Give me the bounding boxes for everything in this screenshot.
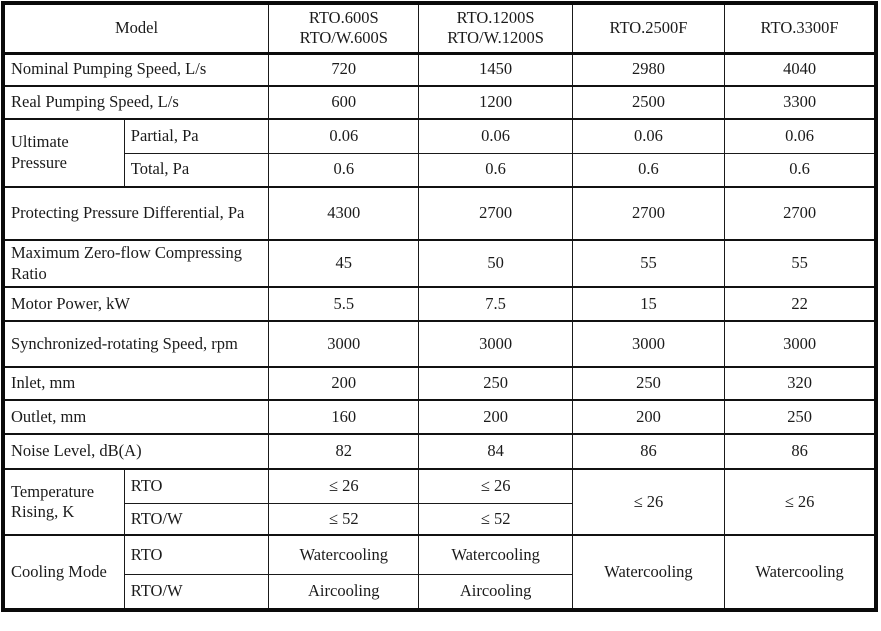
cell-value: 0.06: [418, 118, 573, 154]
table-row-temp-rising-rtow: RTO/W ≤ 52 ≤ 52: [3, 502, 876, 536]
sub-row-label: Partial, Pa: [123, 118, 270, 154]
table-row-sync-speed: Synchronized-rotating Speed, rpm 3000 30…: [2, 320, 877, 368]
row-label: Outlet, mm: [2, 399, 270, 435]
cell-value: 250: [571, 366, 726, 401]
row-label: Maximum Zero-flow Compressing Ratio: [2, 238, 270, 288]
table-row-ultimate-partial: Ultimate Pressure Partial, Pa 0.06 0.06 …: [2, 118, 877, 188]
cell-value: 3000: [268, 320, 420, 368]
cell-value-merged: ≤ 26: [724, 468, 877, 536]
column-header-rto2500: RTO.2500F: [571, 2, 726, 55]
cell-value-merged: Watercooling: [571, 534, 726, 611]
table-row-motor-power: Motor Power, kW 5.5 7.5 15 22: [2, 286, 877, 322]
cell-value: Watercooling: [268, 534, 420, 575]
cell-value: 200: [268, 366, 420, 401]
cell-value: 0.06: [571, 118, 726, 154]
cell-value: 3300: [724, 85, 877, 120]
cell-value: 2700: [724, 186, 877, 241]
cell-value: 1450: [418, 52, 573, 87]
cell-value: 84: [418, 433, 573, 470]
table-row-cooling-rto: Cooling Mode RTO Watercooling Watercooli…: [2, 534, 877, 611]
cell-value-merged: Watercooling: [724, 534, 877, 611]
cell-value: ≤ 26: [418, 468, 573, 504]
cell-value: 86: [724, 433, 877, 470]
cell-value: 200: [571, 399, 726, 435]
cell-value: 7.5: [418, 286, 573, 322]
column-header-rto1200: RTO.1200S RTO/W.1200S: [418, 2, 573, 55]
cell-value: 3000: [418, 320, 573, 368]
cell-value: ≤ 52: [268, 502, 420, 536]
cell-value: Aircooling: [418, 573, 573, 611]
cell-value: 160: [268, 399, 420, 435]
row-label: Inlet, mm: [2, 366, 270, 401]
row-group-label-temperature-rising: Temperature Rising, K: [2, 468, 125, 536]
row-group-label-cooling-mode: Cooling Mode: [2, 534, 125, 611]
cell-value: 0.06: [268, 118, 420, 154]
table-row-inlet: Inlet, mm 200 250 250 320: [2, 366, 877, 401]
row-label: Real Pumping Speed, L/s: [2, 85, 270, 120]
row-label: Nominal Pumping Speed, L/s: [2, 52, 270, 87]
cell-value: 250: [418, 366, 573, 401]
cell-value: 0.6: [268, 152, 420, 188]
cell-value: 720: [268, 52, 420, 87]
table-row-max-zero-flow: Maximum Zero-flow Compressing Ratio 45 5…: [2, 238, 877, 288]
cell-value: 55: [724, 238, 877, 288]
table-row-protecting-pressure: Protecting Pressure Differential, Pa 430…: [2, 186, 877, 241]
cell-value: 0.6: [724, 152, 877, 188]
table-row-noise-level: Noise Level, dB(A) 82 84 86 86: [2, 433, 877, 470]
table-row-ultimate-total: Total, Pa 0.6 0.6 0.6 0.6: [3, 152, 877, 188]
sub-row-label: Total, Pa: [123, 152, 270, 188]
header-row: Model RTO.600S RTO/W.600S RTO.1200S RTO/…: [2, 2, 877, 55]
cell-value: 0.6: [571, 152, 726, 188]
cell-value: 0.06: [724, 118, 877, 154]
cell-value: 2980: [571, 52, 726, 87]
column-header-rto600: RTO.600S RTO/W.600S: [268, 2, 420, 55]
sub-row-label: RTO: [123, 534, 270, 575]
cell-value: Watercooling: [418, 534, 573, 575]
cell-value: Aircooling: [268, 573, 420, 611]
row-label: Motor Power, kW: [2, 286, 270, 322]
cell-value: 4300: [268, 186, 420, 241]
cell-value: 15: [571, 286, 726, 322]
cell-value: 22: [724, 286, 877, 322]
table-row-temp-rising-rto: Temperature Rising, K RTO ≤ 26 ≤ 26 ≤ 26…: [2, 468, 877, 536]
cell-value: 2700: [418, 186, 573, 241]
cell-value: 250: [724, 399, 877, 435]
table-row-nominal-speed: Nominal Pumping Speed, L/s 720 1450 2980…: [2, 52, 877, 87]
table-row-cooling-rtow: RTO/W Aircooling Aircooling: [3, 573, 876, 611]
cell-value: ≤ 52: [418, 502, 573, 536]
cell-value: 45: [268, 238, 420, 288]
row-label: Noise Level, dB(A): [2, 433, 270, 470]
cell-value: 55: [571, 238, 726, 288]
row-group-label-ultimate-pressure: Ultimate Pressure: [2, 118, 125, 188]
cell-value: 2700: [571, 186, 726, 241]
sub-row-label: RTO: [123, 468, 270, 504]
cell-value: 3000: [724, 320, 877, 368]
table-row-outlet: Outlet, mm 160 200 200 250: [2, 399, 877, 435]
cell-value-merged: ≤ 26: [571, 468, 726, 536]
table-row-real-speed: Real Pumping Speed, L/s 600 1200 2500 33…: [2, 85, 877, 120]
cell-value: 1200: [418, 85, 573, 120]
cell-value: 82: [268, 433, 420, 470]
cell-value: 0.6: [418, 152, 573, 188]
sub-row-label: RTO/W: [123, 502, 270, 536]
cell-value: 50: [418, 238, 573, 288]
model-header-label: Model: [2, 2, 270, 55]
pump-spec-table: Model RTO.600S RTO/W.600S RTO.1200S RTO/…: [1, 1, 878, 613]
column-header-rto3300: RTO.3300F: [724, 2, 877, 55]
sub-row-label: RTO/W: [123, 573, 270, 611]
cell-value: 5.5: [268, 286, 420, 322]
row-label: Protecting Pressure Differential, Pa: [2, 186, 270, 241]
cell-value: 600: [268, 85, 420, 120]
cell-value: 3000: [571, 320, 726, 368]
row-label: Synchronized-rotating Speed, rpm: [2, 320, 270, 368]
cell-value: 2500: [571, 85, 726, 120]
cell-value: 200: [418, 399, 573, 435]
cell-value: 4040: [724, 52, 877, 87]
cell-value: 86: [571, 433, 726, 470]
cell-value: ≤ 26: [268, 468, 420, 504]
cell-value: 320: [724, 366, 877, 401]
